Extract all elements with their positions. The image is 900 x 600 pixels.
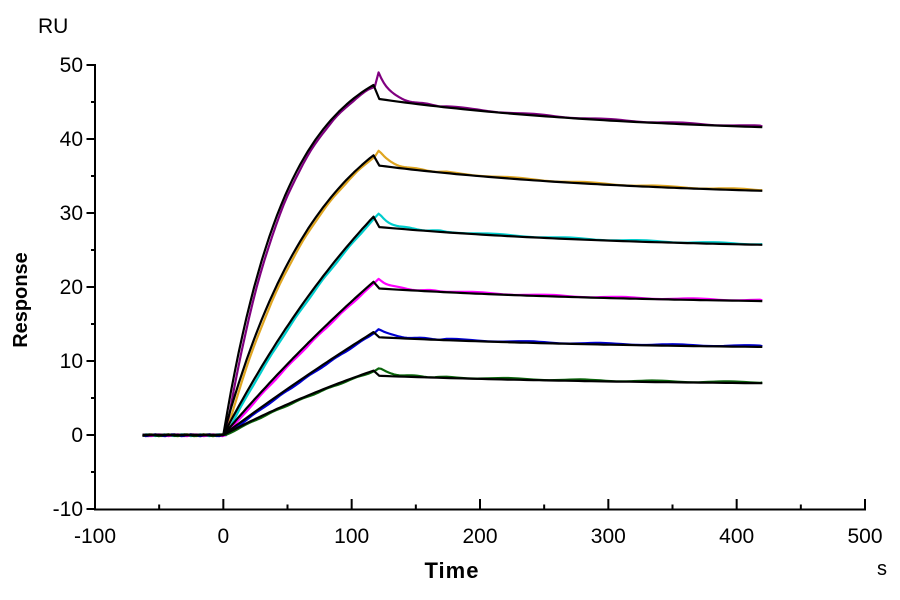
fit-line-concentration-2: [142, 154, 763, 437]
x-tick-label: 100: [334, 525, 369, 548]
fit-line-concentration-5: [142, 331, 763, 437]
x-tick-label: 0: [217, 525, 229, 548]
x-tick-label: 300: [591, 525, 626, 548]
y-axis-unit-label: RU: [38, 15, 68, 38]
y-tick-label: -10: [53, 498, 83, 521]
y-tick-label: 10: [60, 350, 83, 373]
y-tick-label: 0: [71, 424, 83, 447]
y-axis-title: Response: [10, 252, 32, 348]
y-tick-label: 50: [60, 54, 83, 77]
y-tick-label: 40: [60, 128, 83, 151]
x-tick-label: 500: [847, 525, 882, 548]
x-tick-label: 400: [719, 525, 754, 548]
x-axis-unit-label: s: [877, 558, 887, 580]
y-tick-label: 20: [60, 276, 83, 299]
curves-layer: [142, 71, 763, 438]
fit-line-concentration-3: [142, 215, 763, 437]
x-axis-title: Time: [425, 558, 480, 583]
x-tick-label: -100: [74, 525, 116, 548]
y-tick-label: 30: [60, 202, 83, 225]
fit-line-concentration-4: [142, 280, 763, 437]
x-tick-label: 200: [462, 525, 497, 548]
fit-line-concentration-6-lowest: [142, 369, 763, 437]
fit-line-concentration-1-highest: [142, 83, 763, 437]
